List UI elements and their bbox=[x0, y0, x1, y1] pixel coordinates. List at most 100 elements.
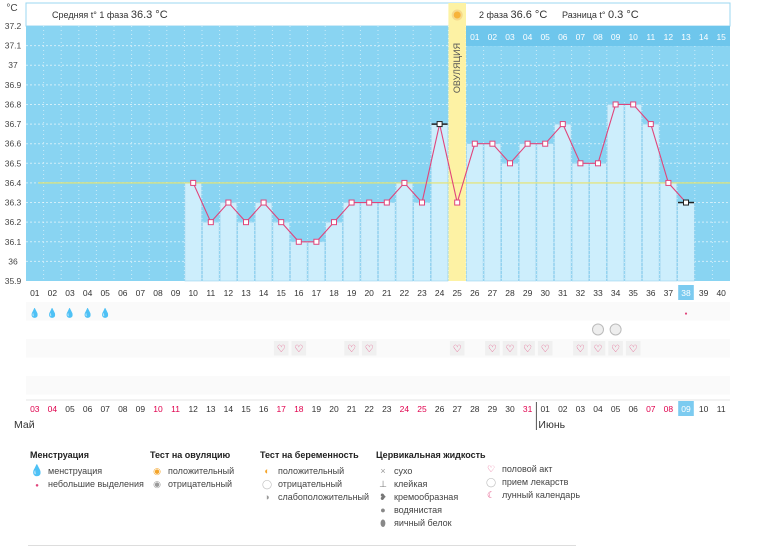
legend-pregnancy-title: Тест на беременность bbox=[260, 450, 359, 460]
calendar-date-label: 03 bbox=[576, 404, 586, 414]
heart-cell bbox=[502, 341, 518, 356]
temp-point bbox=[366, 199, 373, 206]
calendar-date-label: 07 bbox=[646, 404, 656, 414]
legend-cervical-watery: водянистая bbox=[394, 505, 443, 515]
ovulation-sun-icon bbox=[451, 9, 463, 21]
calendar-date-label: 16 bbox=[259, 404, 269, 414]
calendar-date-label: 04 bbox=[48, 404, 58, 414]
temp-point bbox=[471, 140, 478, 147]
temp-bar bbox=[606, 104, 625, 282]
heart-cell bbox=[361, 341, 377, 356]
phase2-day-row bbox=[466, 26, 730, 46]
symbol-row bbox=[26, 320, 730, 339]
y-tick-label: 36.4 bbox=[5, 178, 22, 188]
phase2-day-label: 07 bbox=[576, 32, 586, 42]
heart-icon: ♡ bbox=[277, 344, 286, 355]
legend-intercourse: половой акт bbox=[502, 464, 553, 474]
calendar-date-label: 04 bbox=[593, 404, 603, 414]
temp-point bbox=[190, 179, 197, 186]
heart-cell bbox=[520, 341, 535, 356]
phase2-day-label: 06 bbox=[558, 32, 568, 42]
legend-pregnancy-weak: слабоположительный bbox=[278, 492, 370, 502]
y-tick-label: 36.3 bbox=[5, 198, 22, 208]
heart-icon: ♡ bbox=[506, 344, 515, 355]
temperature-chart: ОВУЛЯЦИЯ °C 37.2 37.1 37 36.9 36.8 36.7 36.6 36.5… bbox=[5, 2, 731, 431]
legend-moon: лунный календарь bbox=[502, 490, 581, 500]
calendar-date-label: 10 bbox=[153, 404, 163, 414]
cycle-day-label: 09 bbox=[171, 288, 181, 298]
temp-bar bbox=[202, 221, 220, 282]
cycle-day-label: 02 bbox=[48, 288, 58, 298]
menstruation-icon: 💧 bbox=[29, 307, 40, 318]
phase2-day-label: 12 bbox=[664, 32, 674, 42]
temp-point bbox=[612, 101, 619, 108]
calendar-date-label: 25 bbox=[417, 404, 427, 414]
legend-spotting-item: небольшие выделения bbox=[48, 479, 144, 489]
heart-cell bbox=[291, 341, 307, 356]
heart-icon: ♡ bbox=[541, 344, 550, 355]
temp-point bbox=[507, 160, 513, 167]
menstruation-icon: 💧 bbox=[47, 307, 58, 318]
phase2-day-label: 04 bbox=[523, 32, 533, 42]
temp-bar bbox=[571, 163, 589, 282]
today-day-highlight bbox=[678, 285, 694, 300]
ovulation-negative-icon: ◉ bbox=[153, 479, 161, 489]
cycle-day-label: 12 bbox=[224, 288, 234, 298]
phase2-day-label: 11 bbox=[646, 32, 655, 42]
calendar-date-label: 05 bbox=[65, 404, 75, 414]
legend-cervical-title: Цервикальная жидкость bbox=[376, 450, 486, 460]
legend-ovulation-test: Тест на овуляцию ◉ положительный ◉ отрицат… bbox=[150, 450, 234, 491]
cycle-day-label: 26 bbox=[470, 288, 480, 298]
ovulation-label: ОВУЛЯЦИЯ bbox=[452, 43, 462, 93]
cycle-day-label: 20 bbox=[364, 288, 374, 298]
calendar-date-label: 08 bbox=[118, 404, 128, 414]
temp-point bbox=[577, 160, 584, 167]
cycle-day-label: 06 bbox=[118, 288, 128, 298]
temp-bar bbox=[501, 163, 519, 282]
heart-cell bbox=[608, 341, 623, 356]
pregnancy-negative-icon bbox=[609, 323, 622, 336]
phase2-day-label: 05 bbox=[540, 32, 550, 42]
heart-icon: ♡ bbox=[629, 344, 638, 355]
calendar-date-label: 11 bbox=[171, 404, 180, 414]
calendar-date-label: 19 bbox=[312, 404, 322, 414]
legend-pregnancy-positive: положительный bbox=[278, 466, 345, 476]
calendar-date-label: 22 bbox=[364, 404, 374, 414]
calendar-date-label: 09 bbox=[136, 404, 146, 414]
temp-bar bbox=[518, 143, 537, 282]
legend-pregnancy-test: Тест на беременность ◐ положительный ◯ отр… bbox=[260, 450, 369, 504]
calendar-date-label: 20 bbox=[329, 404, 339, 414]
creamy-icon: ❥ bbox=[379, 492, 387, 502]
heart-icon: ♡ bbox=[523, 344, 532, 355]
temp-point bbox=[419, 199, 425, 206]
cycle-day-label: 31 bbox=[558, 288, 568, 298]
symbol-row bbox=[26, 302, 730, 321]
temp-point bbox=[207, 219, 214, 226]
legend-cervical-creamy: кремообразная bbox=[394, 492, 459, 502]
phase2-day-label: 01 bbox=[470, 32, 480, 42]
cycle-day-label: 05 bbox=[100, 288, 110, 298]
legend-ovulation-negative: отрицательный bbox=[168, 479, 233, 489]
cycle-day-label: 10 bbox=[188, 288, 198, 298]
temp-bar bbox=[255, 202, 273, 282]
calendar-date-label: 21 bbox=[347, 404, 357, 414]
temp-point bbox=[225, 199, 232, 206]
today-date-highlight bbox=[678, 401, 694, 416]
phase1-avg-value: 36.3 °С bbox=[131, 9, 168, 21]
heart-icon: ♡ bbox=[594, 344, 603, 355]
heart-icon: ♡ bbox=[347, 344, 356, 355]
cycle-day-label: 29 bbox=[523, 288, 533, 298]
temp-bar bbox=[342, 202, 361, 282]
menstruation-icon: 💧 bbox=[64, 307, 75, 318]
calendar-date-label: 24 bbox=[400, 404, 410, 414]
temp-point bbox=[436, 121, 443, 128]
phase2-day-label: 14 bbox=[699, 32, 709, 42]
temp-bar bbox=[272, 221, 290, 282]
temp-bar bbox=[219, 202, 238, 282]
cycle-day-label: 34 bbox=[611, 288, 621, 298]
heart-icon: ♡ bbox=[488, 344, 497, 355]
bottom-divider bbox=[28, 545, 576, 546]
calendar-date-label: 14 bbox=[224, 404, 234, 414]
temp-point bbox=[401, 179, 408, 186]
y-tick-label: 36.7 bbox=[5, 119, 22, 129]
